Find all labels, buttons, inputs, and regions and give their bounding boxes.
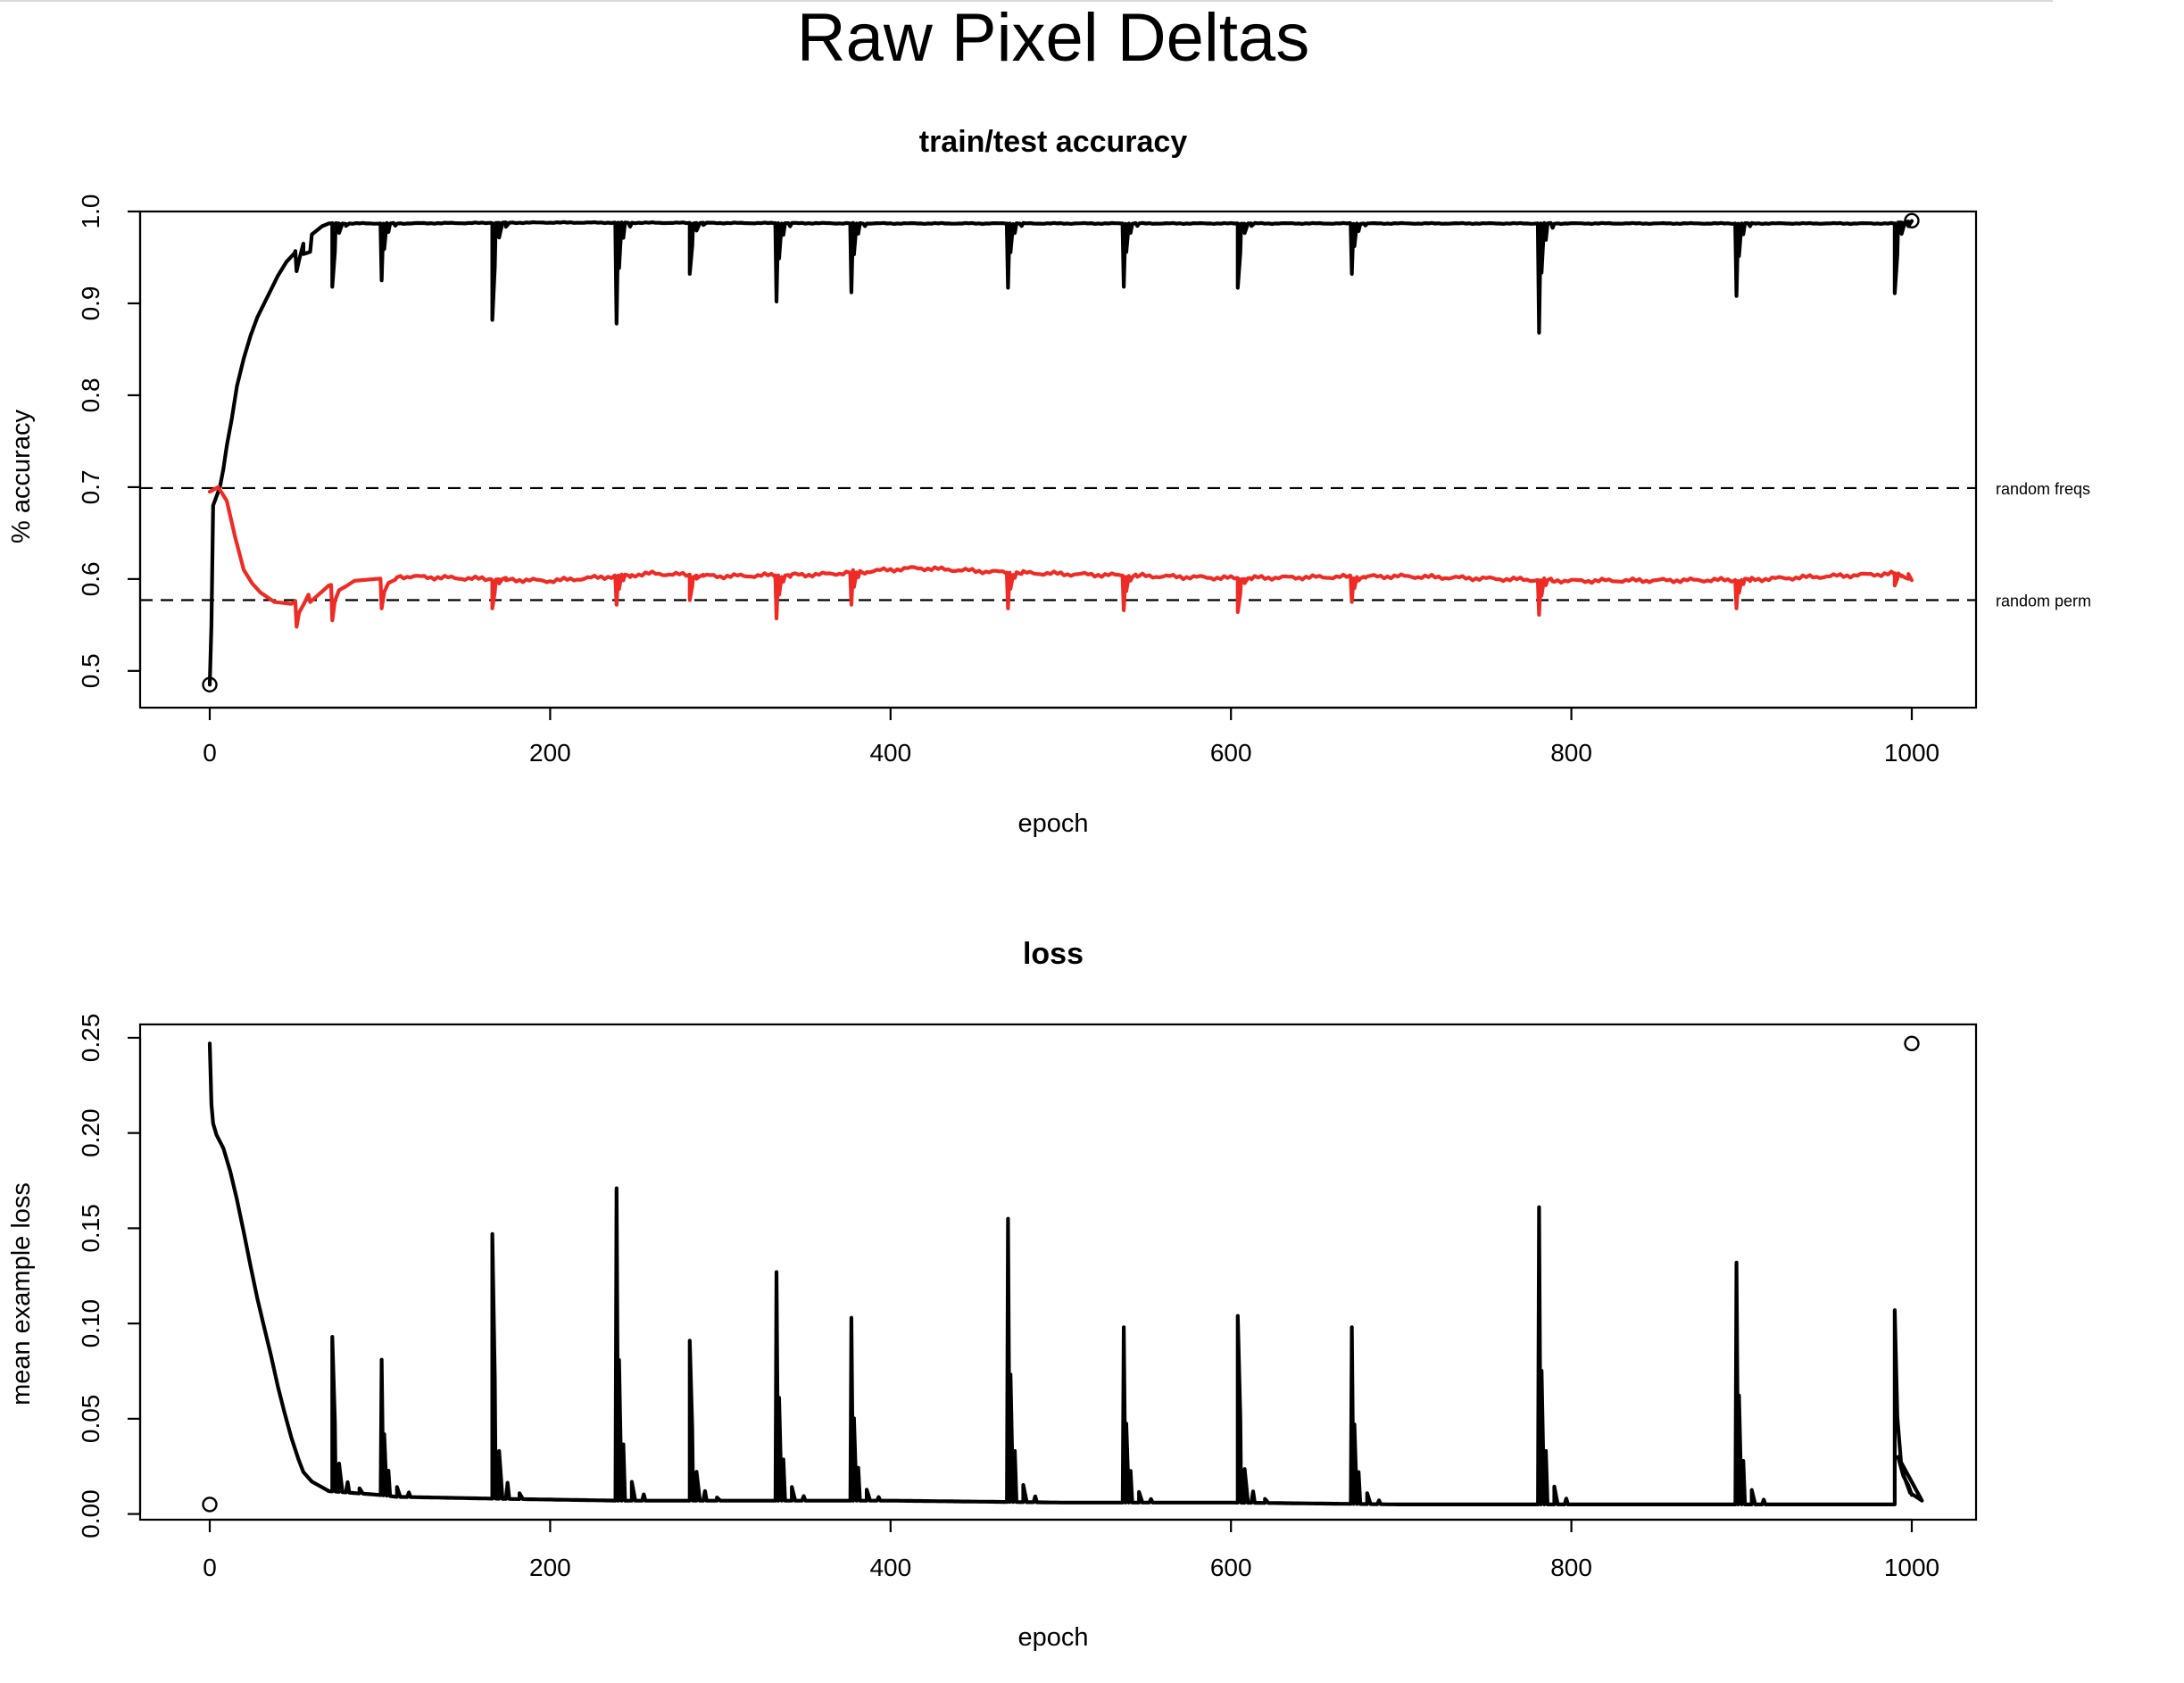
main-title: Raw Pixel Deltas (797, 0, 1309, 76)
x-tick-label: 400 (869, 739, 911, 767)
x-tick-label: 600 (1210, 739, 1252, 767)
series-line (207, 485, 1914, 629)
y-tick-label: 1.0 (77, 195, 104, 229)
accuracy-ylabel: % accuracy (7, 410, 36, 543)
series-line (207, 1041, 1924, 1506)
loss-plot-frame (138, 1023, 1978, 1521)
x-tick-label: 800 (1550, 739, 1592, 767)
accuracy-panel: train/test accuracy epoch % accuracy 0 20… (7, 125, 2091, 838)
series-line (207, 219, 1914, 687)
start-marker (202, 1496, 218, 1513)
loss-xlabel: epoch (1017, 1623, 1088, 1652)
loss-panel: loss epoch mean example loss 0 200 400 600 8… (7, 937, 1978, 1652)
end-marker (1904, 212, 1920, 228)
y-tick-label: 0.20 (77, 1108, 104, 1157)
y-tick-label: 0.00 (77, 1489, 104, 1538)
x-tick-label: 200 (529, 1554, 571, 1581)
reference-label: random freqs (1996, 480, 2090, 498)
y-tick-label: 0.25 (77, 1014, 104, 1063)
y-tick-label: 0.6 (77, 561, 104, 596)
y-tick-label: 0.10 (77, 1299, 104, 1348)
x-tick-label: 0 (203, 1554, 217, 1581)
x-tick-label: 200 (529, 739, 571, 767)
y-tick-label: 0.7 (77, 469, 104, 504)
y-tick-label: 0.8 (77, 377, 104, 412)
reference-label: random perm (1996, 593, 2091, 610)
x-tick-label: 800 (1550, 1554, 1592, 1581)
y-tick-label: 0.9 (77, 286, 104, 320)
loss-title: loss (1023, 937, 1084, 971)
accuracy-xlabel: epoch (1017, 809, 1088, 838)
x-tick-label: 600 (1210, 1554, 1252, 1581)
y-tick-label: 0.5 (77, 653, 104, 688)
end-marker (1904, 1035, 1920, 1052)
x-tick-label: 1000 (1884, 739, 1939, 767)
x-tick-label: 400 (869, 1554, 911, 1581)
x-tick-label: 0 (203, 739, 217, 767)
top-border (0, 0, 2053, 2)
y-tick-label: 0.15 (77, 1204, 104, 1253)
accuracy-plot-frame (138, 210, 1978, 709)
y-tick-label: 0.05 (77, 1395, 104, 1444)
x-tick-label: 1000 (1884, 1554, 1939, 1581)
start-marker (202, 676, 218, 692)
accuracy-title: train/test accuracy (919, 125, 1188, 159)
loss-ylabel: mean example loss (7, 1182, 36, 1405)
